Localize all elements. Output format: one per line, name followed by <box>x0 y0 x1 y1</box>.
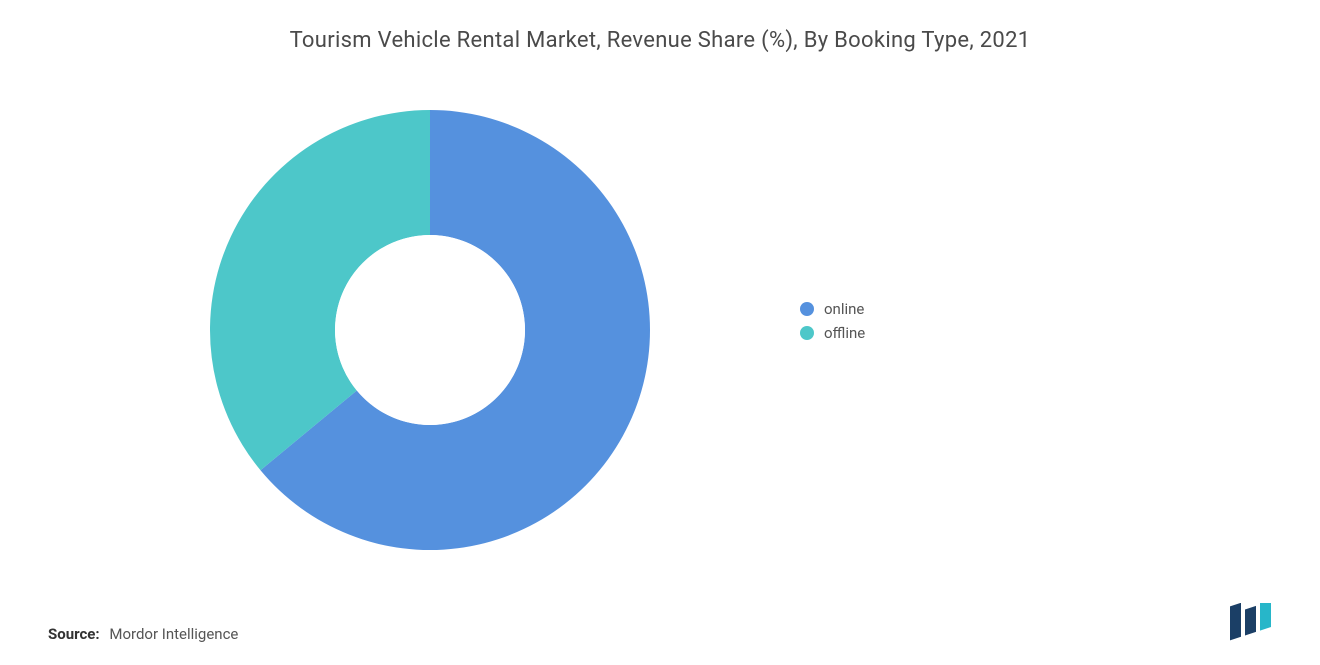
source-text: Mordor Intelligence <box>109 625 238 643</box>
legend-swatch <box>800 302 814 316</box>
legend-swatch <box>800 326 814 340</box>
logo-bar-1 <box>1245 606 1256 636</box>
chart-area: online offline <box>0 90 1320 590</box>
source-label: Source: <box>48 625 100 643</box>
donut-hole <box>335 235 525 425</box>
legend: online offline <box>800 300 865 348</box>
brand-logo <box>1228 603 1288 647</box>
legend-item-offline: offline <box>800 324 865 342</box>
logo-bar-2 <box>1260 603 1271 631</box>
donut-chart <box>200 100 660 564</box>
legend-item-online: online <box>800 300 865 318</box>
source-attribution: Source: Mordor Intelligence <box>48 625 238 643</box>
chart-title: Tourism Vehicle Rental Market, Revenue S… <box>0 0 1320 53</box>
legend-label: offline <box>824 324 865 342</box>
legend-label: online <box>824 300 864 318</box>
logo-bar-0 <box>1230 603 1241 640</box>
